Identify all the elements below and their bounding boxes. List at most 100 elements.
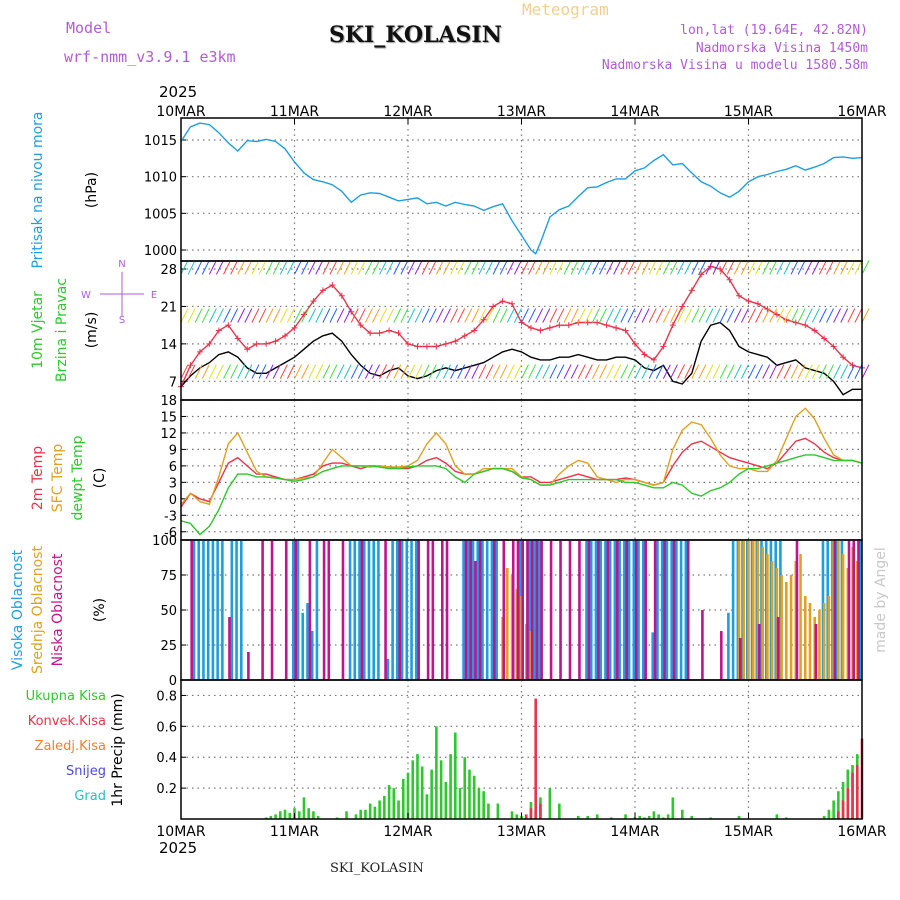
wind-barb [662, 308, 671, 323]
bar-visoka-oblacnost [192, 540, 196, 680]
bar-ukupna-kisa [709, 817, 712, 819]
wind-barb [648, 364, 657, 379]
bar-visoka-oblacnost [476, 540, 480, 680]
date-label-top: 11MAR [270, 104, 319, 120]
wind-barb [719, 308, 728, 323]
wind-barb [840, 260, 849, 275]
bar-ukupna-kisa [316, 815, 320, 819]
y-tick-label: 1015 [144, 134, 177, 149]
bar-konvek-kisa [529, 808, 533, 819]
wind-barb [294, 308, 302, 323]
wind-barb [748, 364, 756, 379]
bar-visoka-oblacnost [637, 540, 640, 680]
wind-barb [521, 364, 529, 379]
wind-barb [308, 364, 317, 379]
bar-niska-oblacnost [464, 540, 468, 680]
wind-barb [336, 260, 345, 275]
bar-srednja-oblacnost [808, 603, 812, 680]
wind-barb [265, 260, 274, 275]
bar-niska-oblacnost [502, 540, 506, 680]
wind-barb [350, 260, 359, 275]
wind-barb [811, 260, 820, 275]
wind-barb [797, 308, 806, 323]
wind-barb [301, 364, 310, 379]
wind-barb [471, 364, 480, 379]
y-tick-label: 0.2 [156, 782, 177, 797]
wind-barb [811, 308, 820, 323]
bar-ukupna-kisa [416, 754, 419, 819]
bar-ukupna-kisa [690, 815, 694, 819]
wind-barb [762, 260, 771, 275]
wind-barb [726, 260, 735, 275]
gust-marker [717, 266, 724, 273]
wind-barb [357, 260, 366, 275]
wind-barb [776, 260, 785, 275]
wind-barb [379, 364, 388, 379]
wind-barb [726, 308, 735, 323]
bar-ukupna-kisa [643, 817, 646, 819]
bar-visoka-oblacnost [386, 659, 390, 680]
bar-ukupna-kisa [439, 760, 443, 819]
precip-legend-0: Ukupna Kisa [26, 689, 106, 704]
y-tick-label: 0.4 [156, 751, 177, 766]
y-tick-label: 0 [169, 493, 177, 508]
compass-north: N [118, 259, 125, 270]
y-tick-label: 75 [160, 569, 177, 584]
bar-srednja-oblacnost [747, 540, 750, 680]
bar-visoka-oblacnost [641, 540, 645, 680]
bar-srednja-oblacnost [803, 596, 807, 680]
wind-barb [712, 308, 721, 323]
bar-visoka-oblacnost [197, 540, 201, 680]
gust-marker [187, 362, 194, 369]
gust-marker [423, 343, 430, 350]
bar-konvek-kisa [841, 800, 845, 819]
wind-barb [237, 260, 246, 275]
bar-niska-oblacnost [261, 540, 264, 680]
wind-barb [180, 364, 189, 379]
gust-marker [736, 292, 743, 299]
gust-marker [632, 340, 638, 347]
wind-barb [393, 364, 402, 379]
wind-barb [847, 364, 856, 379]
wind-barb [315, 308, 324, 323]
wind-barb [421, 364, 430, 379]
wind-barb [797, 364, 806, 379]
wind-barb [599, 260, 607, 275]
bar-ukupna-kisa [312, 811, 315, 819]
wind-title: 10m Vjetar [30, 291, 46, 369]
bar-niska-oblacnost [417, 540, 420, 680]
wind-barb [443, 364, 451, 379]
bar-konvek-kisa [851, 772, 854, 819]
gust-marker [196, 348, 203, 355]
wind-barb [364, 260, 373, 275]
gust-marker [442, 340, 449, 347]
wind-barb [230, 260, 239, 275]
bar-ukupna-kisa [288, 812, 292, 819]
gust-marker [263, 340, 270, 347]
bar-visoka-oblacnost [679, 540, 683, 680]
bar-ukupna-kisa [364, 809, 367, 819]
wind-barb [691, 260, 700, 275]
bar-ukupna-kisa [383, 795, 386, 819]
gust-marker [622, 327, 629, 334]
wind-barb [485, 364, 494, 379]
wind-barb [279, 260, 288, 275]
wind-barb [627, 364, 636, 379]
bar-ukupna-kisa [832, 800, 835, 819]
wind-barb [208, 308, 217, 323]
bar-visoka-oblacnost [623, 540, 626, 680]
wind-barb [606, 308, 615, 323]
gust-marker [802, 322, 809, 329]
bar-visoka-oblacnost [632, 540, 636, 680]
wind-barb [833, 364, 842, 379]
wind-barb [613, 308, 622, 323]
wind-barb [272, 308, 281, 323]
bar-visoka-oblacnost [608, 540, 612, 680]
wind-barb [783, 308, 792, 323]
wind-barb [691, 308, 700, 323]
gust-marker [480, 316, 487, 323]
wind-barb [648, 308, 657, 323]
bar-konvek-kisa [837, 811, 840, 819]
y-tick-label: 1010 [144, 171, 177, 186]
